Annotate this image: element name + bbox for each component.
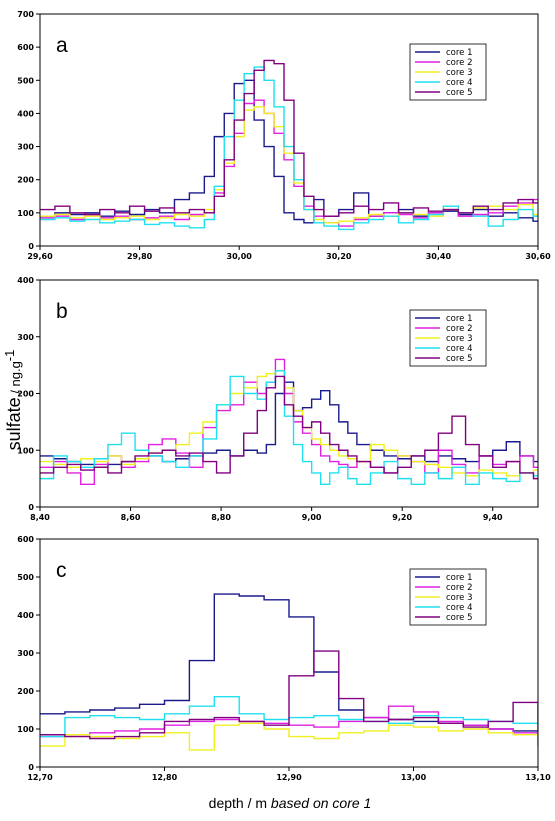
panel-label: b [56, 300, 68, 323]
y-axis-label-unit: / ng.g [8, 361, 23, 397]
x-tick-label: 30,20 [326, 252, 352, 261]
x-tick-label: 29,80 [127, 252, 153, 261]
legend-entry: core 2 [446, 324, 473, 334]
y-tick-label: 100 [17, 725, 34, 734]
y-tick-label: 0 [28, 763, 34, 772]
y-axis-label-main: sulfate [4, 397, 24, 450]
legend-entry: core 1 [446, 573, 473, 583]
legend-entry: core 3 [446, 334, 473, 344]
y-tick-label: 300 [17, 143, 34, 152]
y-axis-label-exponent: -1 [2, 350, 17, 362]
legend-entry: core 3 [446, 68, 473, 78]
x-tick-label: 13,00 [401, 773, 427, 782]
legend-entry: core 1 [446, 48, 473, 58]
chart-panel-b: 8,40 8,60 8,80 9,00 9,20 9,40 0 100 200 300 400 b co… [17, 276, 539, 522]
series-group [40, 358, 538, 485]
series-line-core-3 [40, 106, 538, 224]
legend-entry: core 4 [446, 78, 473, 88]
legend-entry: core 5 [446, 613, 473, 623]
y-tick-label: 100 [17, 446, 34, 455]
y-tick-label: 300 [17, 649, 34, 658]
y-tick-label: 0 [28, 503, 34, 512]
y-tick-label: 200 [17, 390, 34, 399]
legend-entry: core 4 [446, 603, 473, 613]
series-line-core-3 [40, 370, 538, 477]
x-tick-label: 29,60 [27, 252, 53, 261]
legend-entry: core 5 [446, 354, 473, 364]
chart-panel-a: 29,60 29,80 30,00 30,20 30,40 30,60 0 100 200 300… [17, 10, 551, 261]
x-axis-label-note: based on core 1 [271, 795, 371, 811]
legend-entry: core 2 [446, 583, 473, 593]
chart-panel-c: 12,70 12,80 12,90 13,00 13,10 0 100 200 300 400 50… [17, 535, 551, 782]
series-line-core-4 [40, 66, 538, 231]
y-tick-label: 0 [28, 242, 34, 251]
plot-frame [39, 13, 539, 247]
y-tick-label: 600 [17, 43, 34, 52]
x-tick-label: 8,40 [30, 513, 50, 522]
panel-label: c [56, 559, 67, 582]
y-tick-label: 500 [17, 76, 34, 85]
legend-entry: core 3 [446, 593, 473, 603]
x-tick-label: 8,80 [211, 513, 231, 522]
x-tick-label: 13,10 [525, 773, 551, 782]
x-tick-label: 30,00 [227, 252, 253, 261]
y-tick-label: 200 [17, 176, 34, 185]
y-tick-label: 400 [17, 109, 34, 118]
x-axis-label-main: depth / m [209, 795, 267, 811]
legend-entry: core 5 [446, 88, 473, 98]
x-tick-label: 9,00 [302, 513, 322, 522]
series-group [40, 593, 538, 751]
y-tick-label: 400 [17, 276, 34, 285]
y-tick-label: 300 [17, 333, 34, 342]
series-line-core-5 [40, 375, 538, 480]
y-tick-label: 600 [17, 535, 34, 544]
y-tick-label: 100 [17, 209, 34, 218]
series-line-core-2 [40, 99, 538, 227]
series-line-core-5 [40, 59, 538, 217]
series-line-core-2 [40, 358, 538, 485]
series-line-core-4 [40, 370, 538, 485]
x-tick-label: 12,70 [27, 773, 53, 782]
y-tick-label: 500 [17, 573, 34, 582]
series-line-core-1 [40, 381, 538, 468]
x-tick-label: 12,90 [276, 773, 302, 782]
series-line-core-1 [40, 79, 538, 224]
x-tick-label: 12,80 [152, 773, 178, 782]
x-tick-label: 8,60 [121, 513, 141, 522]
y-tick-label: 200 [17, 687, 34, 696]
series-group [40, 59, 538, 231]
x-tick-label: 9,40 [483, 513, 503, 522]
legend-entry: core 2 [446, 58, 473, 68]
legend-entry: core 4 [446, 344, 473, 354]
x-tick-label: 30,60 [525, 252, 551, 261]
y-tick-label: 700 [17, 10, 34, 19]
panel-label: a [56, 34, 68, 57]
x-axis-label: depth / m based on core 1 [209, 795, 372, 811]
y-axis-label: sulfate / ng.g-1 [2, 350, 24, 451]
series-line-core-5 [40, 650, 538, 740]
x-tick-label: 30,40 [426, 252, 452, 261]
series-line-core-3 [40, 722, 538, 751]
y-tick-label: 400 [17, 611, 34, 620]
legend-entry: core 1 [446, 314, 473, 324]
x-tick-label: 9,20 [392, 513, 412, 522]
